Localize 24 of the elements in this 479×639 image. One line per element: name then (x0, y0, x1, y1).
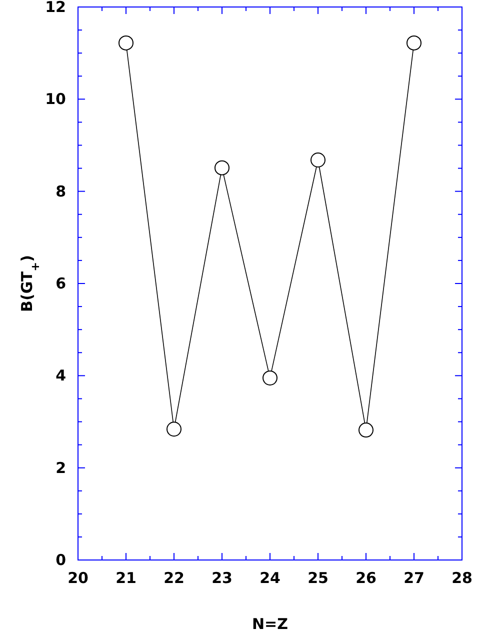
point (262, 370, 278, 386)
x-tick-label: 25 (308, 569, 328, 587)
y-tick-label: 4 (56, 366, 66, 385)
point (166, 422, 182, 437)
y-tick-label: 10 (45, 90, 66, 108)
x-tick-label: 22 (164, 569, 184, 587)
point (214, 160, 230, 176)
y-tick-label: 6 (56, 274, 66, 292)
x-tick-label: 28 (452, 569, 472, 587)
y-tick-label: 0 (56, 551, 66, 569)
x-tick-label: 21 (116, 569, 136, 587)
x-tick-label: 23 (212, 569, 232, 587)
x-tick-label: 24 (260, 569, 280, 587)
x-tick-label: 26 (356, 569, 376, 587)
y-tick-label: 8 (56, 182, 66, 200)
y-tick-label: 12 (45, 0, 66, 16)
x-tick-label: 27 (404, 569, 424, 587)
point (358, 422, 374, 438)
point (310, 152, 326, 168)
point (406, 35, 422, 50)
x-axis-title: N=Z (252, 615, 288, 633)
x-tick-label: 20 (68, 569, 88, 587)
point (118, 35, 134, 50)
y-tick-label: 2 (56, 458, 66, 477)
